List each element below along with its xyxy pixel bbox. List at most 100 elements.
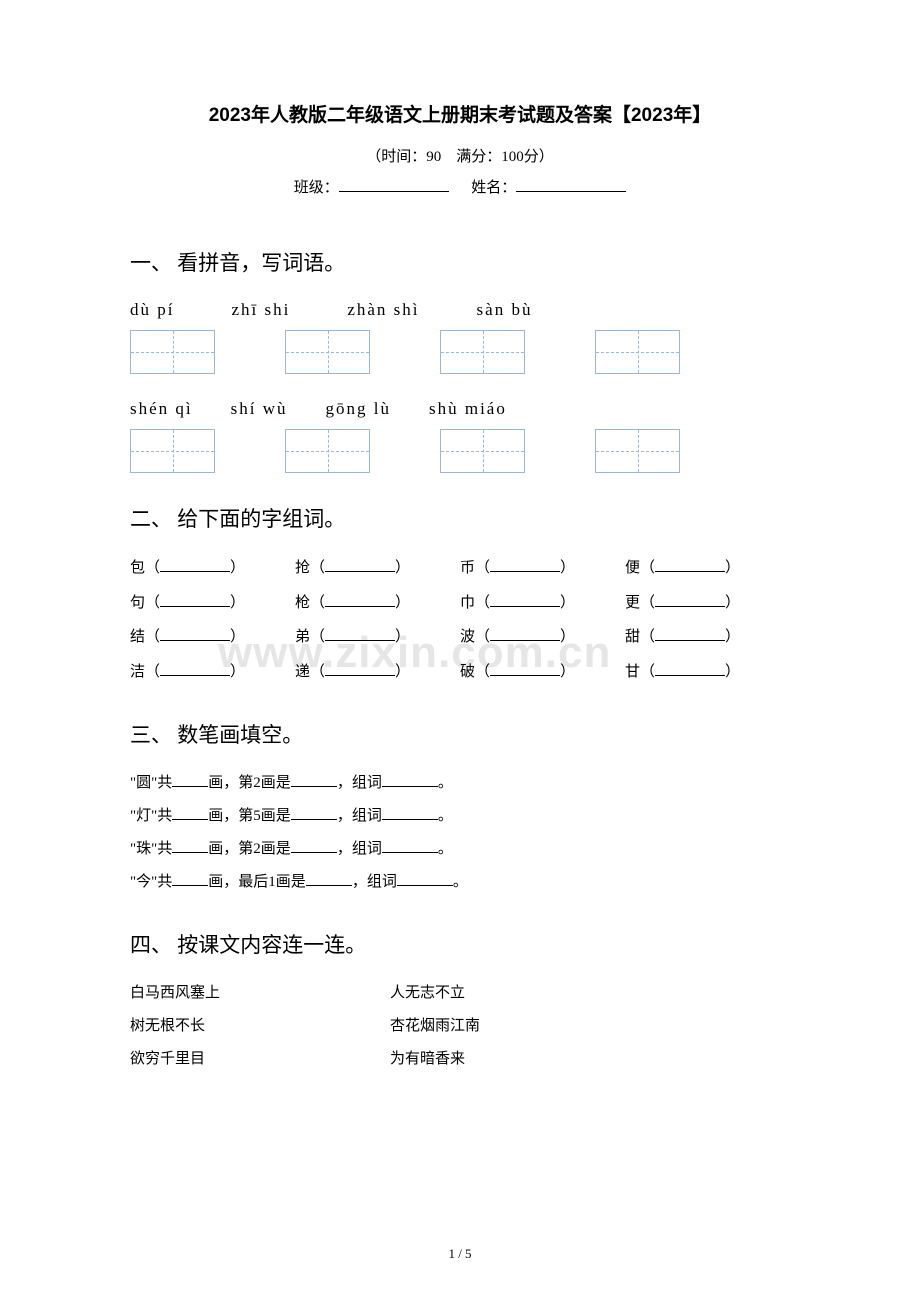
char-box [440,429,525,473]
stroke-text: 画， [208,874,238,890]
stroke-text: 第5画是 [238,808,291,824]
stroke-blank [172,806,208,820]
stroke-blank [382,773,438,787]
compose-row: 结（） 弟（） 波（） 甜（） [130,620,790,655]
compose-char: 递 [295,664,310,680]
match-row: 树无根不长 杏花烟雨江南 [130,1010,790,1043]
match-row: 欲穷千里目 为有暗香来 [130,1043,790,1076]
name-label: 姓名： [471,180,516,196]
stroke-text: 共 [157,775,172,791]
name-blank [516,177,626,192]
char-box [595,330,680,374]
stroke-blank [291,806,337,820]
subtitle: （时间：90 满分：100分） [130,145,790,166]
stroke-text: 共 [157,874,172,890]
stroke-text: 。 [438,808,453,824]
stroke-text: ，组词 [337,841,382,857]
stroke-text: 第2画是 [238,841,291,857]
compose-char: 包 [130,560,145,576]
stroke-line: "灯"共画，第5画是，组词。 [130,800,790,833]
stroke-line: "圆"共画，第2画是，组词。 [130,767,790,800]
stroke-blank [172,773,208,787]
compose-row: 洁（） 递（） 破（） 甘（） [130,655,790,690]
stroke-text: 。 [438,775,453,791]
box-row-2 [130,429,790,473]
pinyin-row-1: dù pí zhī shi zhàn shì sàn bù [130,295,790,320]
compose-char: 破 [460,664,475,680]
stroke-line: "珠"共画，第2画是，组词。 [130,833,790,866]
match-list: 白马西风塞上 人无志不立 树无根不长 杏花烟雨江南 欲穷千里目 为有暗香来 [130,977,790,1076]
compose-char: 更 [625,595,640,611]
page-title: 2023年人教版二年级语文上册期末考试题及答案【2023年】 [130,100,790,127]
pinyin-6: shí wù [231,399,288,418]
compose-blank [160,662,230,676]
stroke-text: 第2画是 [238,775,291,791]
stroke-blank [397,872,453,886]
stroke-text: 画， [208,841,238,857]
compose-grid: 包（） 抢（） 币（） 便（） 句（） 枪（） 巾（） 更（） 结（） 弟（） … [130,551,790,689]
stroke-char: 灯 [136,808,151,824]
stroke-text: 画， [208,775,238,791]
match-left: 欲穷千里目 [130,1043,390,1076]
stroke-char: 今 [136,874,151,890]
stroke-blank [291,773,337,787]
pinyin-7: gōng lù [326,399,391,418]
compose-blank [655,593,725,607]
compose-blank [160,558,230,572]
stroke-text: 。 [453,874,468,890]
compose-char: 甜 [625,629,640,645]
section4-title: 四、 按课文内容连一连。 [130,929,790,959]
pinyin-3: zhàn shì [347,300,419,319]
stroke-blank [306,872,352,886]
stroke-char: 圆 [136,775,151,791]
compose-row: 包（） 抢（） 币（） 便（） [130,551,790,586]
compose-blank [655,627,725,641]
stroke-blank [172,872,208,886]
compose-blank [490,593,560,607]
compose-blank [490,558,560,572]
match-left: 树无根不长 [130,1010,390,1043]
compose-char: 洁 [130,664,145,680]
compose-char: 便 [625,560,640,576]
page-number: 1 / 5 [0,1246,920,1262]
char-box [130,429,215,473]
class-blank [339,177,449,192]
compose-blank [655,662,725,676]
pinyin-row-2: shén qì shí wù gōng lù shù miáo [130,394,790,419]
stroke-blank [172,839,208,853]
compose-char: 抢 [295,560,310,576]
stroke-text: ，组词 [352,874,397,890]
char-box [440,330,525,374]
compose-char: 枪 [295,595,310,611]
char-box [285,330,370,374]
pinyin-2: zhī shi [231,300,290,319]
match-row: 白马西风塞上 人无志不立 [130,977,790,1010]
compose-char: 币 [460,560,475,576]
compose-char: 波 [460,629,475,645]
section1-title: 一、 看拼音，写词语。 [130,247,790,277]
stroke-text: 共 [157,841,172,857]
section2-title: 二、 给下面的字组词。 [130,503,790,533]
match-right: 为有暗香来 [390,1043,790,1076]
class-label: 班级： [294,180,339,196]
char-box [285,429,370,473]
pinyin-5: shén qì [130,399,193,418]
stroke-blank [382,806,438,820]
pinyin-1: dù pí [130,300,174,319]
compose-blank [325,558,395,572]
compose-char: 弟 [295,629,310,645]
compose-blank [325,593,395,607]
match-right: 杏花烟雨江南 [390,1010,790,1043]
box-row-1 [130,330,790,374]
stroke-text: 画， [208,808,238,824]
pinyin-8: shù miáo [429,399,507,418]
pinyin-4: sàn bù [477,300,533,319]
stroke-text: 共 [157,808,172,824]
stroke-text: 最后1画是 [238,874,306,890]
compose-blank [325,662,395,676]
stroke-text: ，组词 [337,808,382,824]
stroke-char: 珠 [136,841,151,857]
class-name-line: 班级： 姓名： [130,176,790,197]
compose-char: 结 [130,629,145,645]
compose-blank [490,627,560,641]
